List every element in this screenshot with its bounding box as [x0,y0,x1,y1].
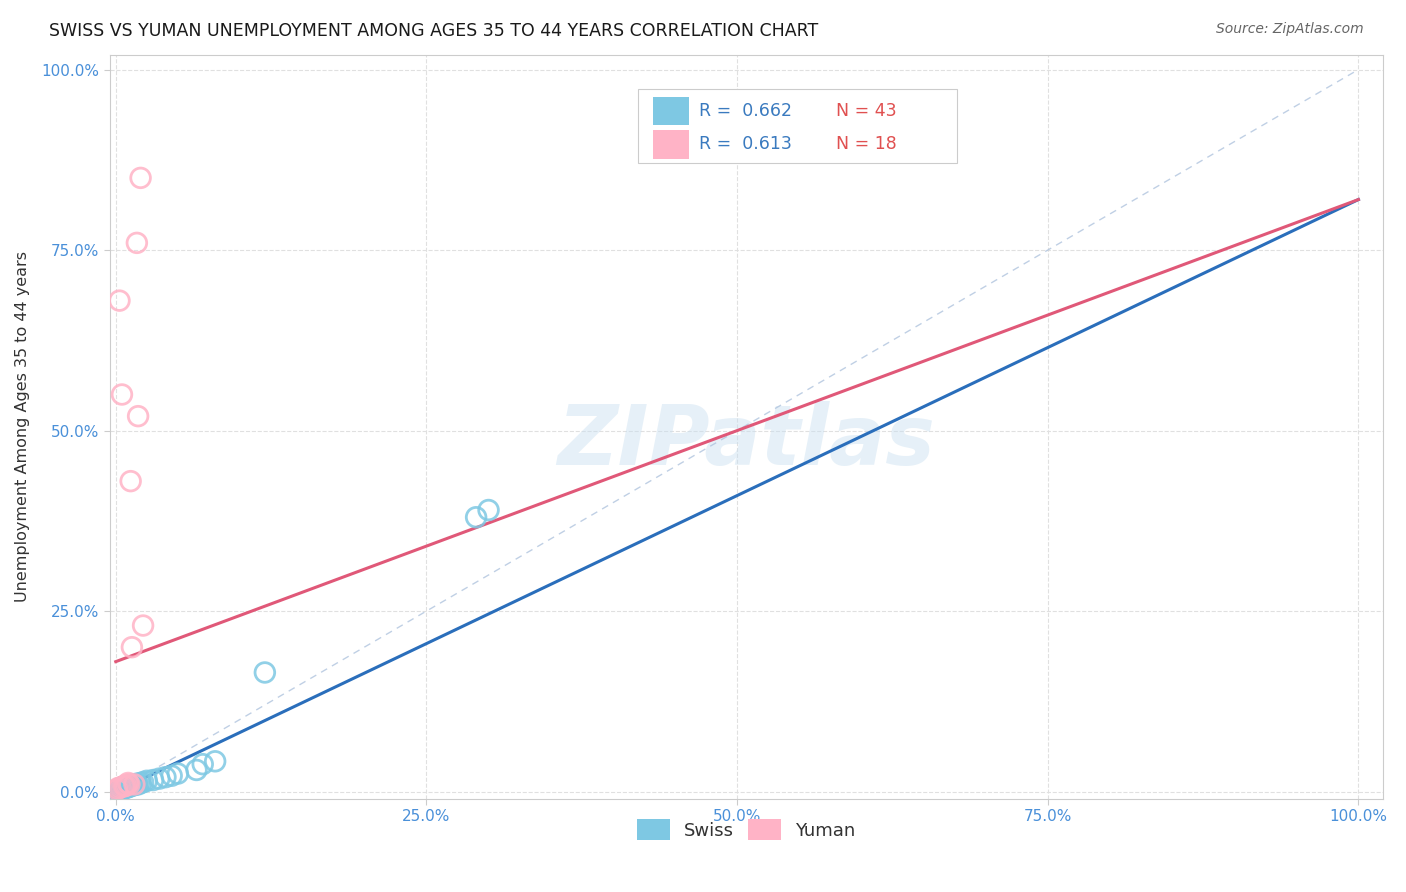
Point [118,779,141,793]
Point [142,773,165,788]
Point [186,763,208,777]
Point [112,780,135,795]
Point [108,783,131,797]
Point [117,780,139,795]
Point [111,780,134,795]
Point [124,778,146,792]
Point [160,769,183,783]
Point [110,780,132,795]
Point [111,780,134,795]
Point [167,766,190,780]
Point [117,779,139,793]
FancyBboxPatch shape [638,88,956,163]
Text: R =  0.613: R = 0.613 [699,136,792,153]
Point [204,754,226,768]
Point [120,474,142,488]
Text: R =  0.662: R = 0.662 [699,102,792,120]
Point [148,772,170,786]
Point [105,783,128,797]
Point [111,782,134,797]
Text: N = 43: N = 43 [835,102,896,120]
Point [107,782,129,797]
Point [114,779,136,793]
Point [477,503,499,517]
Point [118,780,141,794]
Point [127,777,149,791]
Point [124,777,146,791]
Point [110,783,132,797]
Point [110,782,132,797]
Point [105,782,128,797]
Point [132,618,155,632]
Point [118,777,141,791]
Point [108,293,131,308]
Point [114,780,136,795]
Point [132,775,155,789]
Point [121,640,143,655]
Point [120,778,142,792]
Point [129,170,152,185]
Point [111,387,134,401]
Point [114,780,136,795]
Bar [654,97,689,125]
Y-axis label: Unemployment Among Ages 35 to 44 years: Unemployment Among Ages 35 to 44 years [15,252,30,602]
Point [465,510,488,524]
Text: ZIPatlas: ZIPatlas [557,401,935,483]
Point [124,777,146,791]
Point [112,781,135,796]
Point [253,665,276,680]
Legend: Swiss, Yuman: Swiss, Yuman [631,814,860,846]
Point [191,757,214,772]
Text: N = 18: N = 18 [835,136,896,153]
Point [122,777,145,791]
Point [108,781,131,796]
Point [155,770,177,784]
Point [114,780,136,795]
Point [107,784,129,798]
Point [129,776,152,790]
Point [125,235,148,250]
Point [125,777,148,791]
Bar [654,130,689,159]
Point [115,780,138,795]
Point [114,779,136,793]
Text: Source: ZipAtlas.com: Source: ZipAtlas.com [1216,22,1364,37]
Point [121,779,143,793]
Point [115,780,138,794]
Point [117,776,139,790]
Text: SWISS VS YUMAN UNEMPLOYMENT AMONG AGES 35 TO 44 YEARS CORRELATION CHART: SWISS VS YUMAN UNEMPLOYMENT AMONG AGES 3… [49,22,818,40]
Point [114,780,136,794]
Point [127,409,149,424]
Point [107,780,129,795]
Point [115,777,138,791]
Point [112,780,135,794]
Point [135,773,157,788]
